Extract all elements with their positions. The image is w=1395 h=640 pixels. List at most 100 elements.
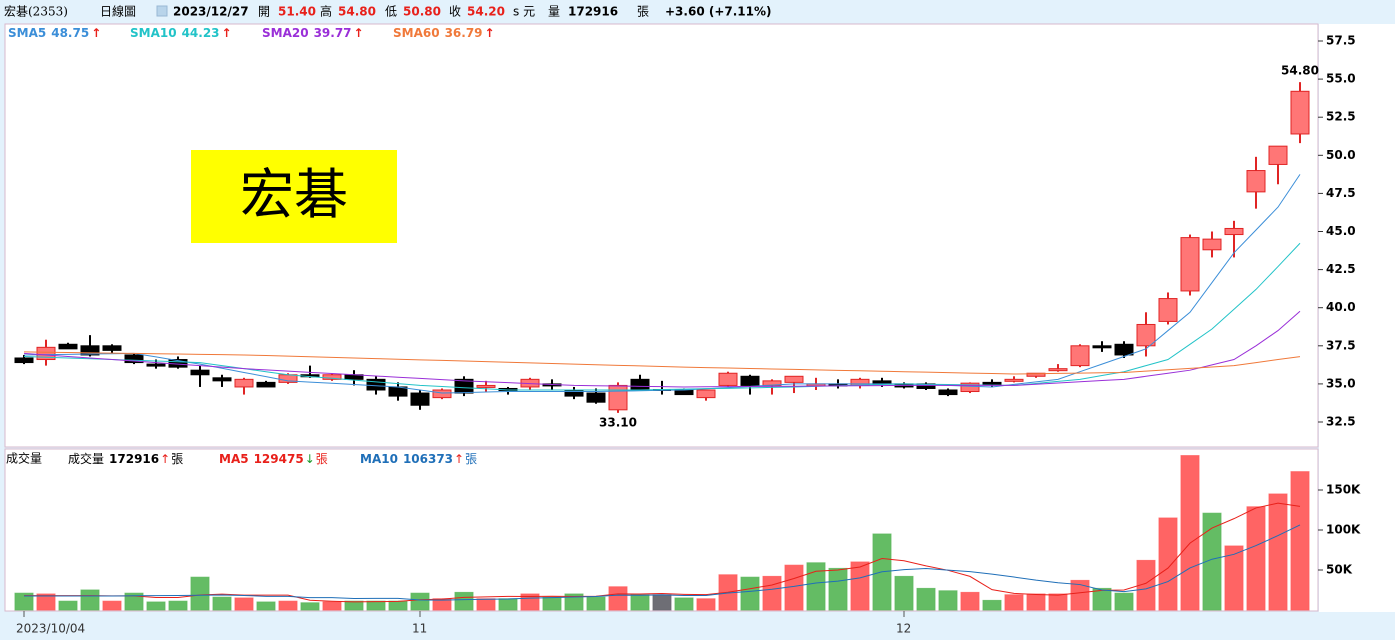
sma-line <box>23 174 1301 394</box>
candle-body <box>740 375 760 386</box>
volume-bar <box>36 593 56 611</box>
volume-bar <box>410 592 430 611</box>
volume-bar <box>124 592 144 611</box>
candle-body <box>1136 323 1156 347</box>
change: +3.60 (+7.11%) <box>665 5 772 19</box>
legend-unit: 張 <box>465 452 477 466</box>
y-tick-label: 42.5 <box>1326 262 1356 276</box>
volume-bar <box>388 600 408 611</box>
volume-title: 成交量 <box>6 451 42 466</box>
sma-line <box>23 310 1301 388</box>
volume-bar <box>586 596 606 611</box>
y-tick-label: 57.5 <box>1326 34 1356 48</box>
low-value: 50.80 <box>403 5 441 19</box>
candle-body <box>718 372 738 386</box>
volume-bar <box>80 589 100 611</box>
candle-body <box>1290 90 1310 135</box>
candle-body <box>410 392 430 406</box>
volume-ma-line <box>24 502 1301 603</box>
legend-trend: ↓ <box>305 452 315 466</box>
candle-body <box>784 375 804 383</box>
y-tick-label: 52.5 <box>1326 110 1356 124</box>
candle-body <box>366 378 386 391</box>
candle-body <box>124 354 144 364</box>
candle-body <box>1048 368 1068 372</box>
volume-bar <box>696 598 716 611</box>
candle-body <box>1202 238 1222 251</box>
high-value: 54.80 <box>338 5 376 19</box>
legend-value: 44.23 <box>182 26 220 40</box>
open-label: 開 <box>258 5 270 19</box>
volume-bar <box>894 575 914 611</box>
candle-body <box>234 378 254 388</box>
volume-label: 量 <box>548 5 560 19</box>
volume-bar <box>916 587 936 611</box>
candle-body <box>432 389 452 399</box>
candle-body <box>982 381 1002 385</box>
y-tick-label: 40.0 <box>1326 300 1356 314</box>
volume-bar <box>960 591 980 611</box>
high-label: 高 <box>320 4 332 19</box>
candle-body <box>476 384 496 388</box>
legend-name: SMA20 <box>262 26 309 40</box>
candle-body <box>674 389 694 396</box>
legend-unit: 張 <box>171 452 183 466</box>
legend-entry: 成交量 172916↑張 <box>68 451 183 466</box>
volume-bar <box>498 598 518 611</box>
y-tick-label: 150K <box>1326 483 1361 497</box>
volume-bar <box>762 575 782 611</box>
legend-name: MA5 <box>219 452 249 466</box>
legend-trend: ↑ <box>91 26 101 40</box>
unit-label: s 元 <box>513 5 535 19</box>
candle-body <box>58 343 78 350</box>
candle-body <box>14 357 34 364</box>
y-tick-label: 35.0 <box>1326 376 1356 390</box>
stock-name: 宏碁(2353) <box>4 4 68 19</box>
volume-bar <box>982 599 1002 611</box>
volume-bar <box>168 600 188 611</box>
candle-body <box>564 389 584 397</box>
volume-bar <box>1092 587 1112 611</box>
volume-bar <box>938 590 958 611</box>
legend-entry: SMA20 39.77 ↑ <box>262 26 364 40</box>
candle-body <box>102 345 122 351</box>
y-tick-label: 37.5 <box>1326 338 1356 352</box>
volume-bar <box>1268 493 1288 611</box>
volume-bar <box>1004 594 1024 611</box>
volume-bar <box>212 596 232 611</box>
high-label: 54.80 <box>1281 64 1319 78</box>
axis-area <box>1319 24 1395 612</box>
close-label: 收 <box>449 5 461 19</box>
volume-bar <box>256 601 276 611</box>
volume-bar <box>1114 592 1134 611</box>
candle-body <box>36 346 56 361</box>
y-tick-label: 47.5 <box>1326 186 1356 200</box>
sma-line <box>23 351 1301 375</box>
volume-ma-line <box>24 524 1301 601</box>
candle-body <box>256 381 276 388</box>
volume-bar <box>344 600 364 611</box>
candle-body <box>630 378 650 391</box>
open-value: 51.40 <box>278 5 316 19</box>
volume-bar <box>476 598 496 611</box>
volume-bar <box>234 597 254 611</box>
legend-name: MA10 <box>360 452 398 466</box>
y-tick-label: 50.0 <box>1326 148 1356 162</box>
volume-bar <box>542 596 562 611</box>
menu-icon[interactable] <box>156 5 168 17</box>
volume-bar <box>1246 506 1266 611</box>
legend-value: 129475 <box>254 452 304 466</box>
volume-bar <box>1026 593 1046 611</box>
volume-bar <box>652 594 672 611</box>
candle-body <box>1224 227 1244 236</box>
volume-bar <box>850 561 870 611</box>
legend-trend: ↑ <box>485 26 495 40</box>
close-value: 54.20 <box>467 5 505 19</box>
candle-body <box>1268 145 1288 165</box>
volume-bar <box>608 586 628 611</box>
legend-value: 106373 <box>403 452 453 466</box>
date: 2023/12/27 <box>173 5 249 19</box>
volume-bar <box>14 592 34 611</box>
low-label: 33.10 <box>599 415 637 429</box>
y-tick-label: 55.0 <box>1326 72 1356 86</box>
